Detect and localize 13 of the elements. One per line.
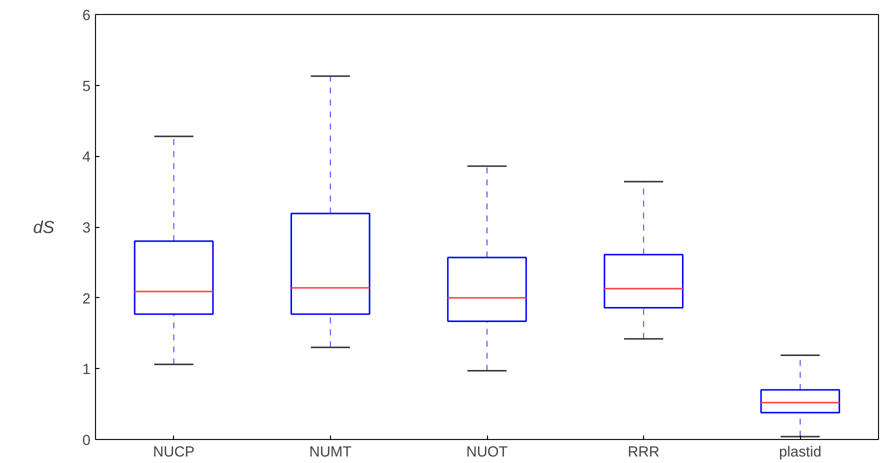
y-tick-label: 4 <box>82 150 91 166</box>
y-tick-label: 2 <box>82 291 91 308</box>
y-tick-label: 0 <box>82 433 91 449</box>
x-tick-label: NUOT <box>466 444 508 460</box>
x-tick-label: RRR <box>628 444 660 460</box>
x-tick-label: NUCP <box>153 444 195 460</box>
y-tick-label: 3 <box>82 220 91 236</box>
x-tick-label: NUMT <box>309 444 352 460</box>
y-tick-label: 6 <box>82 8 91 24</box>
y-tick-label: 5 <box>82 78 91 95</box>
x-tick-label: plastid <box>779 444 822 460</box>
y-tick-label: 1 <box>82 362 91 378</box>
y-axis-title: dS <box>33 217 55 237</box>
